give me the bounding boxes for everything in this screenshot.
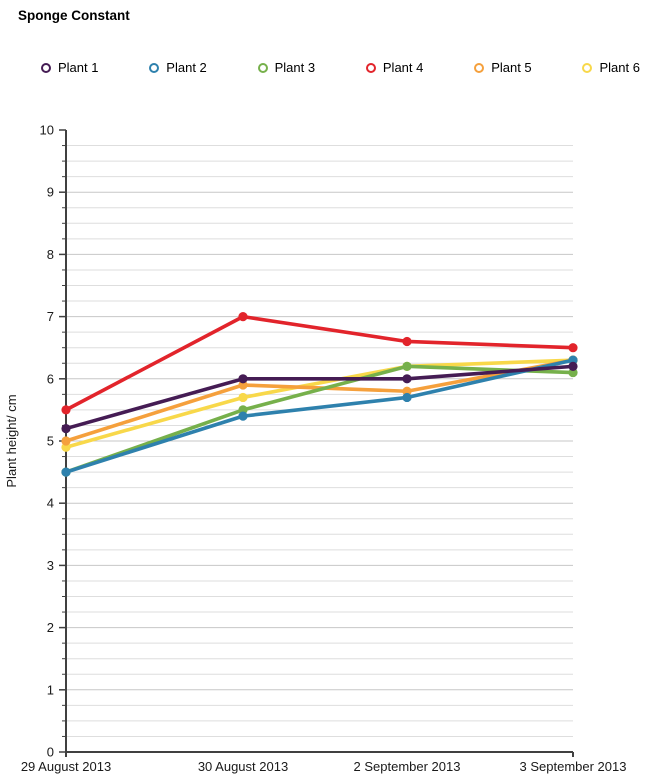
y-tick-label: 9 — [47, 185, 54, 200]
y-tick-label: 4 — [47, 496, 54, 511]
series-point-plant-4-2 — [402, 336, 412, 347]
legend-marker-icon — [149, 62, 160, 73]
legend-marker-icon — [257, 62, 268, 73]
y-tick-label: 8 — [47, 247, 54, 262]
series-point-plant-4-0 — [61, 405, 71, 415]
series-point-plant-2-0 — [61, 467, 71, 477]
series-point-plant-5-0 — [61, 436, 71, 446]
y-tick-label: 5 — [47, 434, 54, 449]
series-point-plant-1-1 — [238, 374, 248, 384]
x-tick-label: 3 September 2013 — [520, 759, 627, 774]
legend-item-plant-1[interactable]: Plant 1 — [41, 60, 149, 75]
y-tick-label: 6 — [47, 371, 54, 386]
y-tick-label: 3 — [47, 558, 54, 573]
chart-legend: Plant 1 Plant 2 Plant 3 Plant 4 Plant 5 Plant… — [41, 60, 647, 75]
legend-marker-icon — [582, 62, 593, 73]
legend-item-plant-2[interactable]: Plant 2 — [149, 60, 257, 75]
chart-title: Sponge Constant — [18, 8, 130, 23]
legend-marker-icon — [474, 62, 485, 73]
series-point-plant-2-1 — [238, 411, 248, 421]
x-tick-label: 29 August 2013 — [21, 759, 111, 774]
y-tick-label: 0 — [47, 745, 54, 760]
y-tick-label: 2 — [47, 620, 54, 635]
legend-marker-icon — [41, 62, 51, 73]
legend-label: Plant 3 — [274, 60, 316, 75]
x-tick-label: 2 September 2013 — [354, 759, 461, 774]
legend-item-plant-4[interactable]: Plant 4 — [365, 60, 474, 75]
x-tick-label: 30 August 2013 — [198, 759, 288, 774]
series-point-plant-3-2 — [402, 361, 412, 371]
series-line-plant-4 — [64, 314, 575, 412]
series-line-plant-2 — [64, 358, 575, 474]
legend-item-plant-3[interactable]: Plant 3 — [257, 60, 366, 75]
series-point-plant-4-1 — [238, 312, 248, 322]
series-line-plant-6 — [64, 358, 575, 450]
y-tick-label: 1 — [47, 682, 54, 697]
series-point-plant-1-0 — [61, 423, 71, 434]
series-line-plant-1 — [64, 364, 575, 431]
legend-label: Plant 2 — [166, 60, 207, 75]
legend-marker-icon — [365, 62, 376, 73]
legend-item-plant-5[interactable]: Plant 5 — [474, 60, 582, 75]
legend-label: Plant 4 — [382, 60, 424, 75]
series-point-plant-2-2 — [402, 392, 412, 403]
legend-label: Plant 1 — [58, 60, 99, 75]
legend-item-plant-6[interactable]: Plant 6 — [582, 60, 647, 75]
series-point-plant-1-3 — [568, 361, 578, 371]
series-point-plant-1-2 — [402, 374, 412, 384]
series-point-plant-4-3 — [568, 343, 578, 353]
y-tick-label: 7 — [47, 309, 54, 324]
series-point-plant-6-1 — [238, 392, 248, 403]
y-axis-title: Plant height/ cm — [4, 394, 19, 487]
legend-label: Plant 6 — [599, 60, 640, 75]
y-tick-label: 10 — [40, 123, 54, 138]
series-line-plant-3 — [64, 364, 575, 474]
legend-label: Plant 5 — [491, 60, 532, 75]
